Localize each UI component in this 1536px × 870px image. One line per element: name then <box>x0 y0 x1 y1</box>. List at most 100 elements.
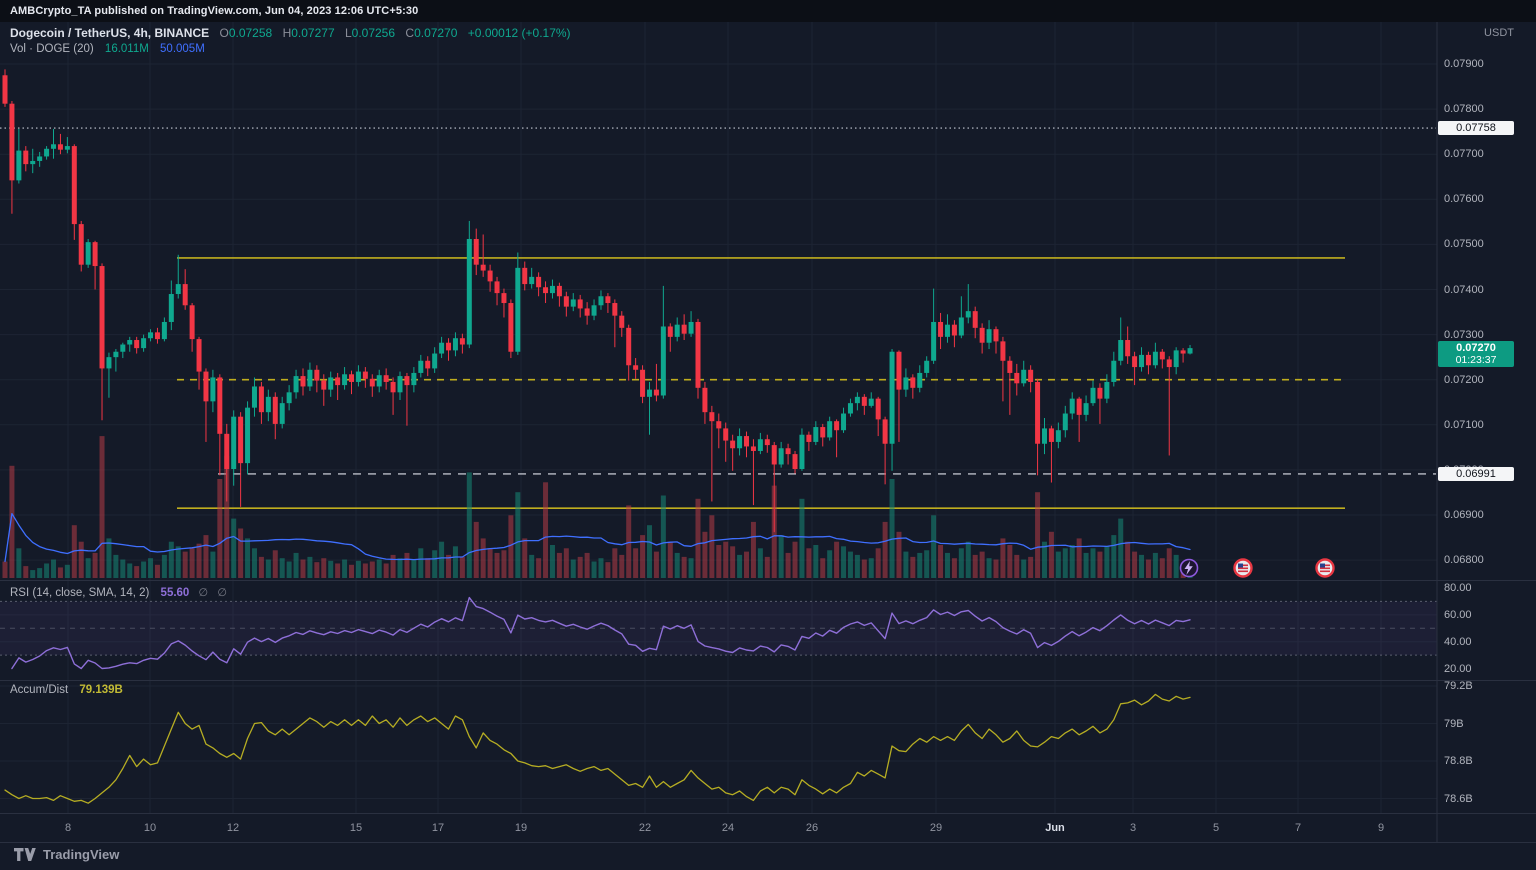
candle-body <box>314 369 320 381</box>
volume-bar <box>224 455 230 578</box>
volume-bar <box>1035 492 1041 578</box>
volume-bar <box>182 551 188 578</box>
volume-bar <box>737 554 743 578</box>
volume-bar <box>238 528 244 578</box>
candle-body <box>785 448 791 455</box>
candle-body <box>792 454 798 469</box>
time-tick-label: 26 <box>805 822 819 834</box>
high-label: H <box>282 26 292 40</box>
volume-bar <box>965 541 971 578</box>
volume-label[interactable]: Vol · DOGE (20) <box>10 43 94 55</box>
volume-bar <box>404 552 410 578</box>
volume-bar <box>764 556 770 578</box>
volume-bar <box>189 548 195 578</box>
candle-body <box>376 375 382 387</box>
volume-bar <box>1104 546 1110 578</box>
accum-dist-label[interactable]: Accum/Dist <box>10 684 69 696</box>
close-value: 0.07270 <box>414 26 458 40</box>
volume-bar <box>820 558 826 578</box>
candle-body <box>148 332 154 339</box>
time-tick-label: 22 <box>638 822 652 834</box>
accum-dist-value: 79.139B <box>79 684 123 696</box>
economic-event-icon[interactable] <box>1233 558 1253 578</box>
volume-bar <box>175 546 181 578</box>
realtime-data-icon[interactable] <box>1179 558 1199 578</box>
volume-bar <box>57 567 63 578</box>
volume-ma-value: 50.005M <box>160 43 205 55</box>
ad-axis-tick-label: 78.8B <box>1444 755 1473 767</box>
rsi-label[interactable]: RSI (14, close, SMA, 14, 2) <box>10 587 150 599</box>
volume-bar <box>861 559 867 578</box>
candle-body <box>778 448 784 465</box>
time-tick-label: 8 <box>64 822 72 834</box>
high-value: 0.07277 <box>291 26 335 40</box>
time-tick-label: 24 <box>721 822 735 834</box>
volume-bar <box>231 518 237 578</box>
rsi-legend-row[interactable]: RSI (14, close, SMA, 14, 2) 55.60 ∅ ∅ <box>10 586 227 599</box>
volume-bar <box>917 552 923 578</box>
candle-body <box>653 389 659 396</box>
candle-body <box>168 294 174 322</box>
candle-body <box>64 146 70 150</box>
candle-body <box>1132 356 1138 368</box>
candle-body <box>210 377 216 402</box>
volume-bar <box>217 479 223 578</box>
tradingview-logo[interactable]: TradingView <box>14 847 119 862</box>
volume-bar <box>85 558 91 578</box>
volume-bar <box>549 545 555 578</box>
symbol-title[interactable]: Dogecoin / TetherUS, 4h, BINANCE <box>10 26 210 40</box>
candle-body <box>1118 340 1124 361</box>
volume-bar <box>1083 552 1089 578</box>
volume-bar <box>501 550 507 578</box>
candle-body <box>418 360 424 373</box>
accum-dist-legend-row[interactable]: Accum/Dist 79.139B <box>10 684 123 696</box>
candle-body <box>924 360 930 373</box>
economic-event-icon[interactable] <box>1315 558 1335 578</box>
candle-body <box>245 407 251 464</box>
volume-bar <box>99 436 105 578</box>
last-price-label: 0.07270 01:23:37 <box>1438 341 1514 367</box>
volume-bar <box>2 561 8 578</box>
volume-value: 16.011M <box>104 43 149 55</box>
volume-bar <box>951 558 957 578</box>
symbol-legend-row[interactable]: Dogecoin / TetherUS, 4h, BINANCE O0.0725… <box>10 26 571 40</box>
volume-bar <box>508 515 514 578</box>
candle-body <box>674 324 680 337</box>
candle-body <box>189 305 195 340</box>
candle-body <box>446 342 452 351</box>
volume-bar <box>584 552 590 578</box>
volume-bar <box>515 492 521 578</box>
candle-body <box>16 150 22 181</box>
rsi-hidden-plot-icon: ∅ <box>217 587 227 599</box>
rsi-axis-tick-label: 80.00 <box>1444 582 1472 594</box>
volume-bar <box>71 525 77 578</box>
close-label: C <box>405 26 415 40</box>
candle-body <box>113 351 119 358</box>
candle-body <box>944 324 950 337</box>
volume-bar <box>827 550 833 578</box>
volume-bar <box>570 559 576 578</box>
volume-bar <box>210 551 216 578</box>
volume-bar <box>245 538 251 578</box>
volume-bar <box>383 563 389 578</box>
candle-body <box>910 377 916 388</box>
candle-body <box>487 270 493 282</box>
volume-bar <box>785 552 791 578</box>
volume-legend-row[interactable]: Vol · DOGE (20) 16.011M 50.005M <box>10 43 205 55</box>
rsi-axis-tick-label: 60.00 <box>1444 608 1472 621</box>
candle-body <box>827 421 833 438</box>
volume-bar <box>37 568 43 578</box>
volume-bar <box>619 554 625 578</box>
volume-bar <box>1062 548 1068 578</box>
volume-bar <box>1118 518 1124 578</box>
candle-body <box>508 303 514 352</box>
candle-body <box>737 436 743 449</box>
bar-countdown: 01:23:37 <box>1455 354 1497 366</box>
candle-body <box>515 267 521 352</box>
candle-body <box>383 375 389 382</box>
volume-bar <box>134 566 140 578</box>
candle-body <box>30 160 36 165</box>
candle-body <box>868 398 874 406</box>
volume-bar <box>1125 541 1131 578</box>
